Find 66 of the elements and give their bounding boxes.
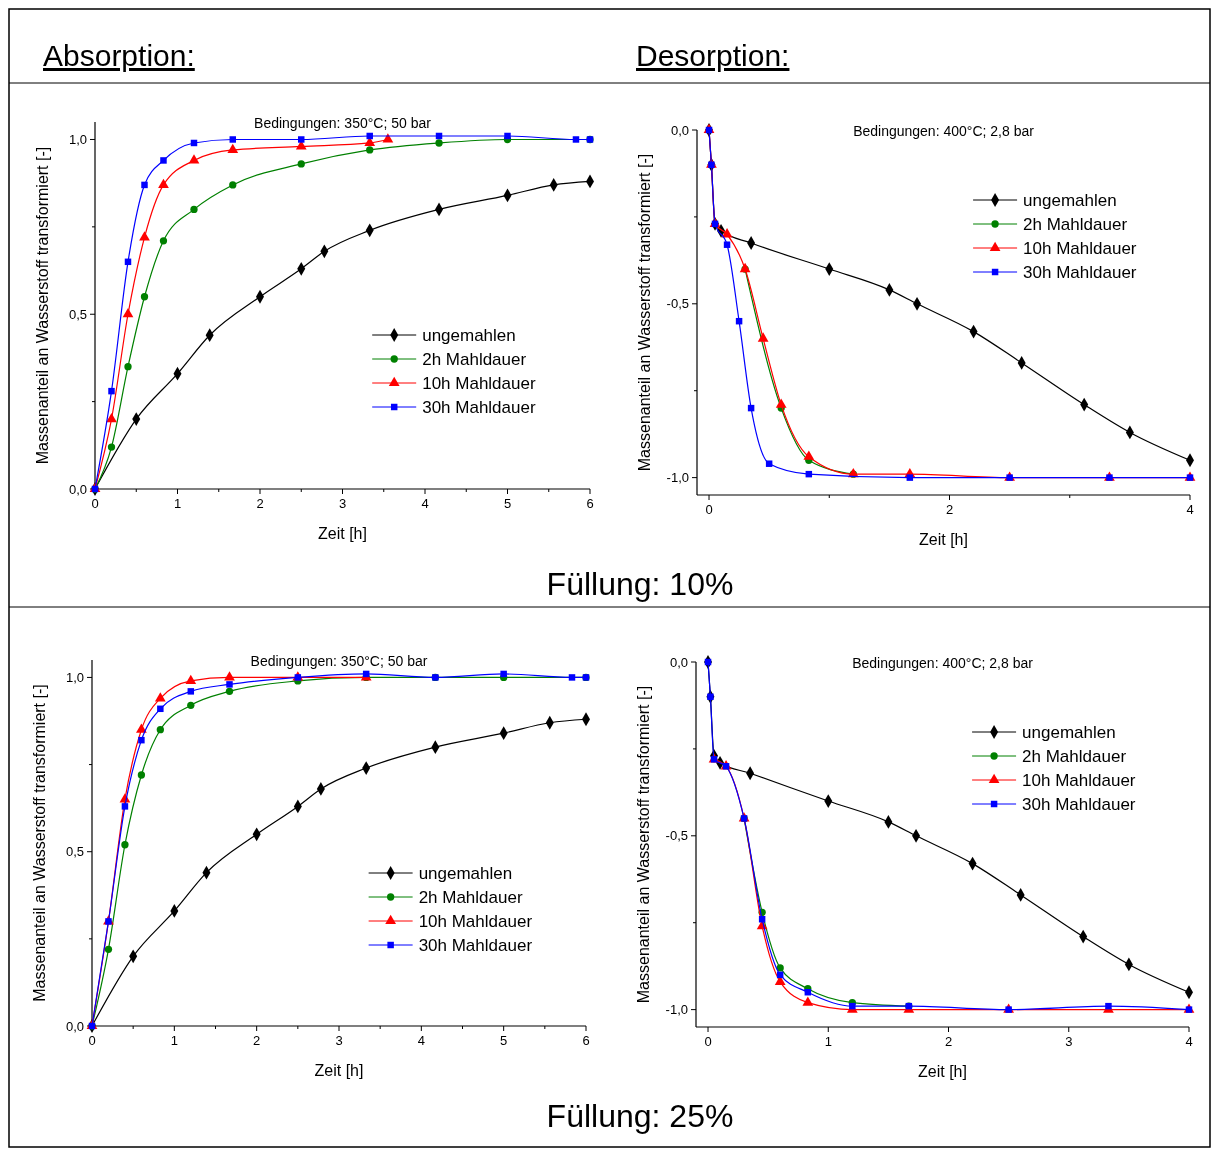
x-tick-label: 4 [1186,502,1194,517]
y-tick-label: 0,0 [65,1018,84,1034]
legend-label: 10h Mahldauer [1022,771,1136,790]
x-tick-label: 3 [338,496,347,511]
x-axis-title: Zeit [h] [318,525,367,542]
legend-label: 30h Mahldauer [422,398,536,417]
x-tick-label: 3 [1065,1034,1073,1049]
legend-label: ungemahlen [1022,723,1116,742]
chart-subtitle: Bedingungen: 350°C; 50 bar [254,115,432,131]
y-tick-label: -0,5 [665,828,688,844]
x-tick-label: 0 [88,1033,96,1048]
text: Füllung: 25% [546,1098,734,1134]
legend-label: 30h Mahldauer [1022,795,1136,814]
x-tick-label: 4 [417,1033,425,1048]
y-tick-label: 0,0 [669,654,688,670]
x-tick-label: 5 [500,1033,508,1048]
x-tick-label: 0 [705,502,713,517]
x-axis-title: Zeit [h] [918,1063,967,1080]
legend-label: 2h Mahldauer [1022,747,1127,766]
legend-label: ungemahlen [422,326,516,345]
x-tick-label: 3 [335,1033,343,1048]
legend-label: 10h Mahldauer [1023,239,1137,258]
x-tick-label: 2 [945,502,954,517]
y-axis-title: Massenanteil an Wasserstoff transformiert [-] [34,146,51,465]
x-tick-label: 4 [1185,1034,1193,1049]
x-axis-title: Zeit [h] [314,1062,364,1079]
legend-label: ungemahlen [418,864,513,883]
legend-label: 2h Mahldauer [422,350,527,369]
y-tick-label: 1,0 [68,131,87,147]
x-axis-title: Zeit [h] [919,531,968,548]
x-tick-label: 1 [824,1034,832,1049]
legend-label: 10h Mahldauer [422,374,536,393]
chart-title: Absorption: [43,39,195,72]
x-tick-label: 2 [253,1033,261,1048]
chart-title: Desorption: [636,39,790,72]
x-tick-label: 2 [256,496,264,511]
x-tick-label: 6 [586,496,594,511]
y-tick-label: 0,5 [68,306,87,322]
x-tick-label: 0 [704,1034,712,1049]
legend-label: 2h Mahldauer [418,888,523,907]
legend-label: ungemahlen [1023,191,1117,210]
y-tick-label: 0,5 [65,844,84,860]
text: Füllung: 10% [546,566,734,602]
x-tick-label: 0 [91,496,99,511]
y-axis-title: Massenanteil an Wasserstoff transformiert [-] [635,685,652,1004]
y-axis-title: Massenanteil an Wasserstoff transformiert [-] [31,684,48,1002]
x-tick-label: 2 [944,1034,953,1049]
legend-label: 2h Mahldauer [1023,215,1128,234]
legend-label: 30h Mahldauer [1023,263,1137,282]
legend-label: 30h Mahldauer [418,936,533,955]
x-tick-label: 6 [582,1033,590,1048]
chart-subtitle: Bedingungen: 400°C; 2,8 bar [853,123,1035,139]
x-tick-label: 1 [173,496,182,511]
y-tick-label: -0,5 [666,296,689,312]
chart-subtitle: Bedingungen: 350°C; 50 bar [250,653,428,669]
y-tick-label: 0,0 [68,481,87,497]
y-tick-label: -1,0 [665,1002,688,1018]
y-tick-label: 1,0 [65,669,84,685]
y-axis-title: Massenanteil an Wasserstoff transformiert [-] [636,153,653,472]
x-tick-label: 1 [170,1033,178,1048]
y-tick-label: -1,0 [666,470,689,486]
y-tick-label: 0,0 [670,122,689,138]
x-tick-label: 5 [503,496,512,511]
chart-subtitle: Bedingungen: 400°C; 2,8 bar [852,655,1034,671]
x-tick-label: 4 [421,496,429,511]
legend-label: 10h Mahldauer [418,912,533,931]
